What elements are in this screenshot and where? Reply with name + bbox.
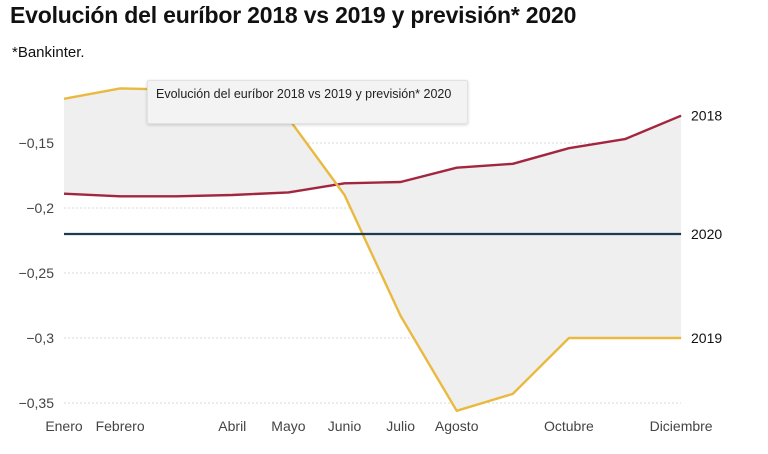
data-point-2018 (456, 167, 458, 169)
data-point-2020 (568, 233, 570, 235)
series-label-2018: 2018 (691, 108, 722, 124)
data-point-2020 (456, 233, 458, 235)
chart-title: Evolución del euríbor 2018 vs 2019 y pre… (10, 2, 577, 28)
data-point-2019 (456, 410, 458, 412)
data-point-2020 (231, 233, 233, 235)
y-tick-label: −0,35 (19, 395, 55, 411)
data-point-2018 (568, 147, 570, 149)
y-tick-label: −0,2 (26, 200, 54, 216)
series-label-2020: 2020 (691, 226, 722, 242)
data-point-2018 (119, 195, 121, 197)
axes: −0,15 −0,2 −0,25 −0,3 −0,35 Enero Febrero Abril… (19, 108, 723, 434)
y-tick-label: −0,25 (19, 265, 55, 281)
data-point-2018 (231, 194, 233, 196)
data-point-2019 (399, 315, 401, 317)
data-point-2019 (119, 87, 121, 89)
shaded-area (64, 88, 682, 411)
data-point-2019 (63, 98, 65, 100)
data-point-2020 (399, 233, 401, 235)
x-tick-label: Junio (328, 418, 362, 434)
data-point-2020 (680, 233, 682, 235)
data-point-2020 (287, 233, 289, 235)
data-point-2020 (343, 233, 345, 235)
data-point-2019 (624, 337, 626, 339)
x-tick-label: Diciembre (650, 418, 713, 434)
x-tick-label: Julio (386, 418, 415, 434)
data-point-2020 (119, 233, 121, 235)
y-tick-label: −0,15 (19, 135, 55, 151)
data-point-2018 (175, 195, 177, 197)
x-tick-label: Abril (218, 418, 246, 434)
data-point-2019 (680, 337, 682, 339)
data-point-2018 (680, 115, 682, 117)
x-tick-label: Mayo (271, 418, 305, 434)
chart-subtitle: *Bankinter. (12, 44, 85, 61)
data-point-2018 (343, 182, 345, 184)
data-point-2019 (512, 393, 514, 395)
y-tick-label: −0,3 (26, 330, 54, 346)
series-label-2019: 2019 (691, 330, 722, 346)
data-point-2018 (287, 191, 289, 193)
data-point-2019 (343, 194, 345, 196)
data-point-2018 (399, 181, 401, 183)
shaded-band (64, 88, 682, 411)
x-tick-label: Enero (45, 418, 83, 434)
data-point-2020 (624, 233, 626, 235)
x-tick-label: Febrero (96, 418, 145, 434)
data-point-2018 (63, 193, 65, 195)
x-tick-label: Octubre (544, 418, 594, 434)
data-point-2020 (175, 233, 177, 235)
data-point-2020 (63, 233, 65, 235)
data-point-2018 (624, 138, 626, 140)
data-point-2018 (512, 163, 514, 165)
data-point-2020 (512, 233, 514, 235)
x-tick-label: Agosto (435, 418, 479, 434)
data-point-2019 (568, 337, 570, 339)
tooltip: Evolución del euríbor 2018 vs 2019 y pre… (147, 80, 468, 124)
series-line-2018 (63, 114, 682, 198)
